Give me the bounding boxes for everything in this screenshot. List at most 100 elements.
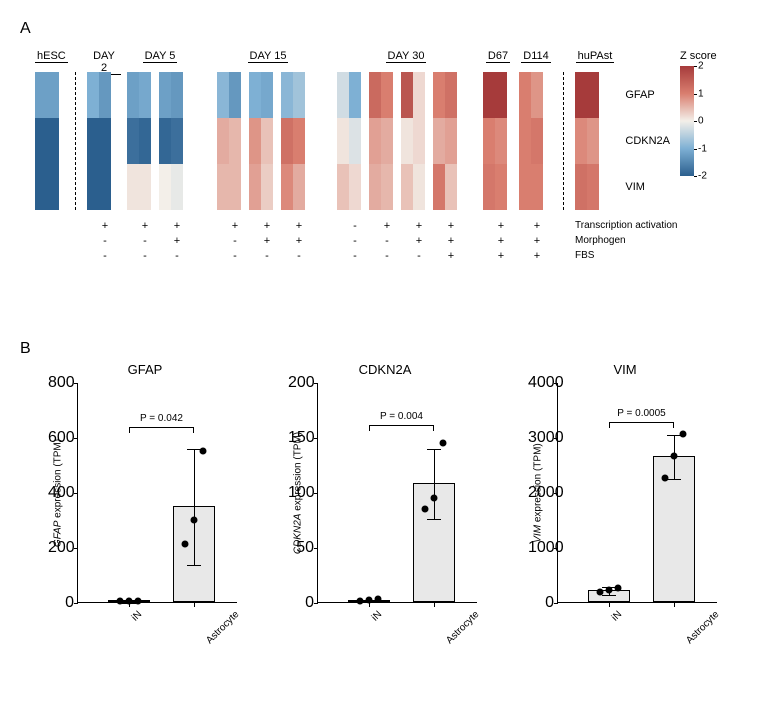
heatmap-cell [35,72,47,118]
panel-b: B GFAP0200400600800GFAP expression (TPM)… [15,340,756,680]
heatmap-cell [261,118,273,164]
heatmap-cell [483,118,495,164]
heatmap-cell [47,118,59,164]
heatmap-gene-label: CDKN2A [625,135,670,147]
condition-cell: + [496,220,506,232]
condition-cell: + [294,235,304,247]
condition-cell: + [230,220,240,232]
heatmap-cell [139,118,151,164]
heatmap-column [519,72,531,210]
colorbar-tick-label: 0 [698,116,704,127]
chart-data-point [440,439,447,446]
heatmap-column [369,72,381,210]
heatmap-cell [433,72,445,118]
chart-x-tick-label: iN [610,609,624,623]
heatmap-cell [349,72,361,118]
heatmap-column [413,72,425,210]
chart-data-point [191,516,198,523]
heatmap-column [349,72,361,210]
colorbar: 210-1-2 [680,66,694,176]
heatmap-column [401,72,413,210]
condition-cell: - [100,250,110,262]
colorbar-tick-label: -2 [698,171,707,182]
chart-p-value: P = 0.0005 [617,408,665,419]
heatmap-cell [47,164,59,210]
condition-cell: + [140,220,150,232]
heatmap-col-header: D114 [519,50,553,63]
heatmap-cell [337,118,349,164]
condition-cell: - [382,235,392,247]
heatmap-cell [229,164,241,210]
chart-plot-area: 0200400600800GFAP expression (TPM)iNAstr… [77,383,237,603]
condition-cell: + [446,235,456,247]
heatmap-cell [249,118,261,164]
chart-data-point [422,505,429,512]
heatmap-column [35,72,47,210]
condition-row-label: Morphogen [575,235,626,246]
heatmap-cell [217,72,229,118]
condition-cell: + [414,235,424,247]
chart-y-tick-label: 800 [48,374,74,392]
heatmap-cell [281,164,293,210]
chart-data-point [375,595,382,602]
heatmap-cell [401,72,413,118]
heatmap-cell [229,118,241,164]
colorbar-tick-label: 1 [698,88,704,99]
chart-y-tick-label: 4000 [528,374,554,392]
heatmap-column [249,72,261,210]
heatmap-cell [413,72,425,118]
heatmap-column [575,72,587,210]
heatmap-cell [369,72,381,118]
chart-y-tick-label: 0 [528,594,554,612]
heatmap-container: hESCDAY 2DAY 5DAY 15DAY 30D67D114huPAst … [35,50,755,270]
condition-cell: + [496,235,506,247]
condition-cell: - [262,250,272,262]
condition-cell: + [100,220,110,232]
heatmap-column [587,72,599,210]
bar-chart: CDKN2A050100150200CDKN2A expression (TPM… [295,362,475,603]
chart-x-tick-label: Astrocyte [684,609,721,646]
condition-cell: - [350,220,360,232]
condition-cell: + [172,220,182,232]
condition-cell: + [532,250,542,262]
chart-title: GFAP [55,362,235,377]
heatmap-cell [483,72,495,118]
heatmap-cell [229,72,241,118]
condition-cell: + [446,220,456,232]
heatmap-cell [337,164,349,210]
bar-chart: GFAP 0200400600800GFAP expression (TPM)iN… [55,362,235,603]
chart-data-point [606,586,613,593]
chart-data-point [357,597,364,604]
heatmap-cell [249,72,261,118]
heatmap-cell [413,164,425,210]
heatmap-col-header: huPAst [575,50,615,63]
heatmap-cell [495,118,507,164]
heatmap-column [483,72,495,210]
heatmap-gene-label: VIM [625,181,670,193]
heatmap-gene-label: GFAP [625,89,670,101]
heatmap-cell [495,164,507,210]
heatmap-column [337,72,349,210]
heatmap-cell [369,118,381,164]
chart-data-point [117,598,124,605]
heatmap-cell [217,164,229,210]
heatmap-cell [519,118,531,164]
condition-cell: - [172,250,182,262]
condition-cell: + [496,250,506,262]
heatmap-cell [495,72,507,118]
chart-x-tick-label: Astrocyte [444,609,481,646]
condition-cell: + [262,235,272,247]
chart-x-tick-label: iN [370,609,384,623]
condition-row-label: Transcription activation [575,220,677,231]
heatmap-column [159,72,171,210]
heatmap-cell [139,72,151,118]
chart-y-axis-label: VIM expression (TPM) [533,443,544,542]
bar-charts-row: GFAP 0200400600800GFAP expression (TPM)iN… [55,362,715,603]
colorbar-tick-label: 2 [698,61,704,72]
heatmap-cell [575,164,587,210]
chart-y-tick-label: 0 [288,594,314,612]
heatmap-cell [337,72,349,118]
condition-cell: + [532,220,542,232]
heatmap-cell [531,118,543,164]
panel-a: A hESCDAY 2DAY 5DAY 15DAY 30D67D114huPAs… [15,20,756,330]
